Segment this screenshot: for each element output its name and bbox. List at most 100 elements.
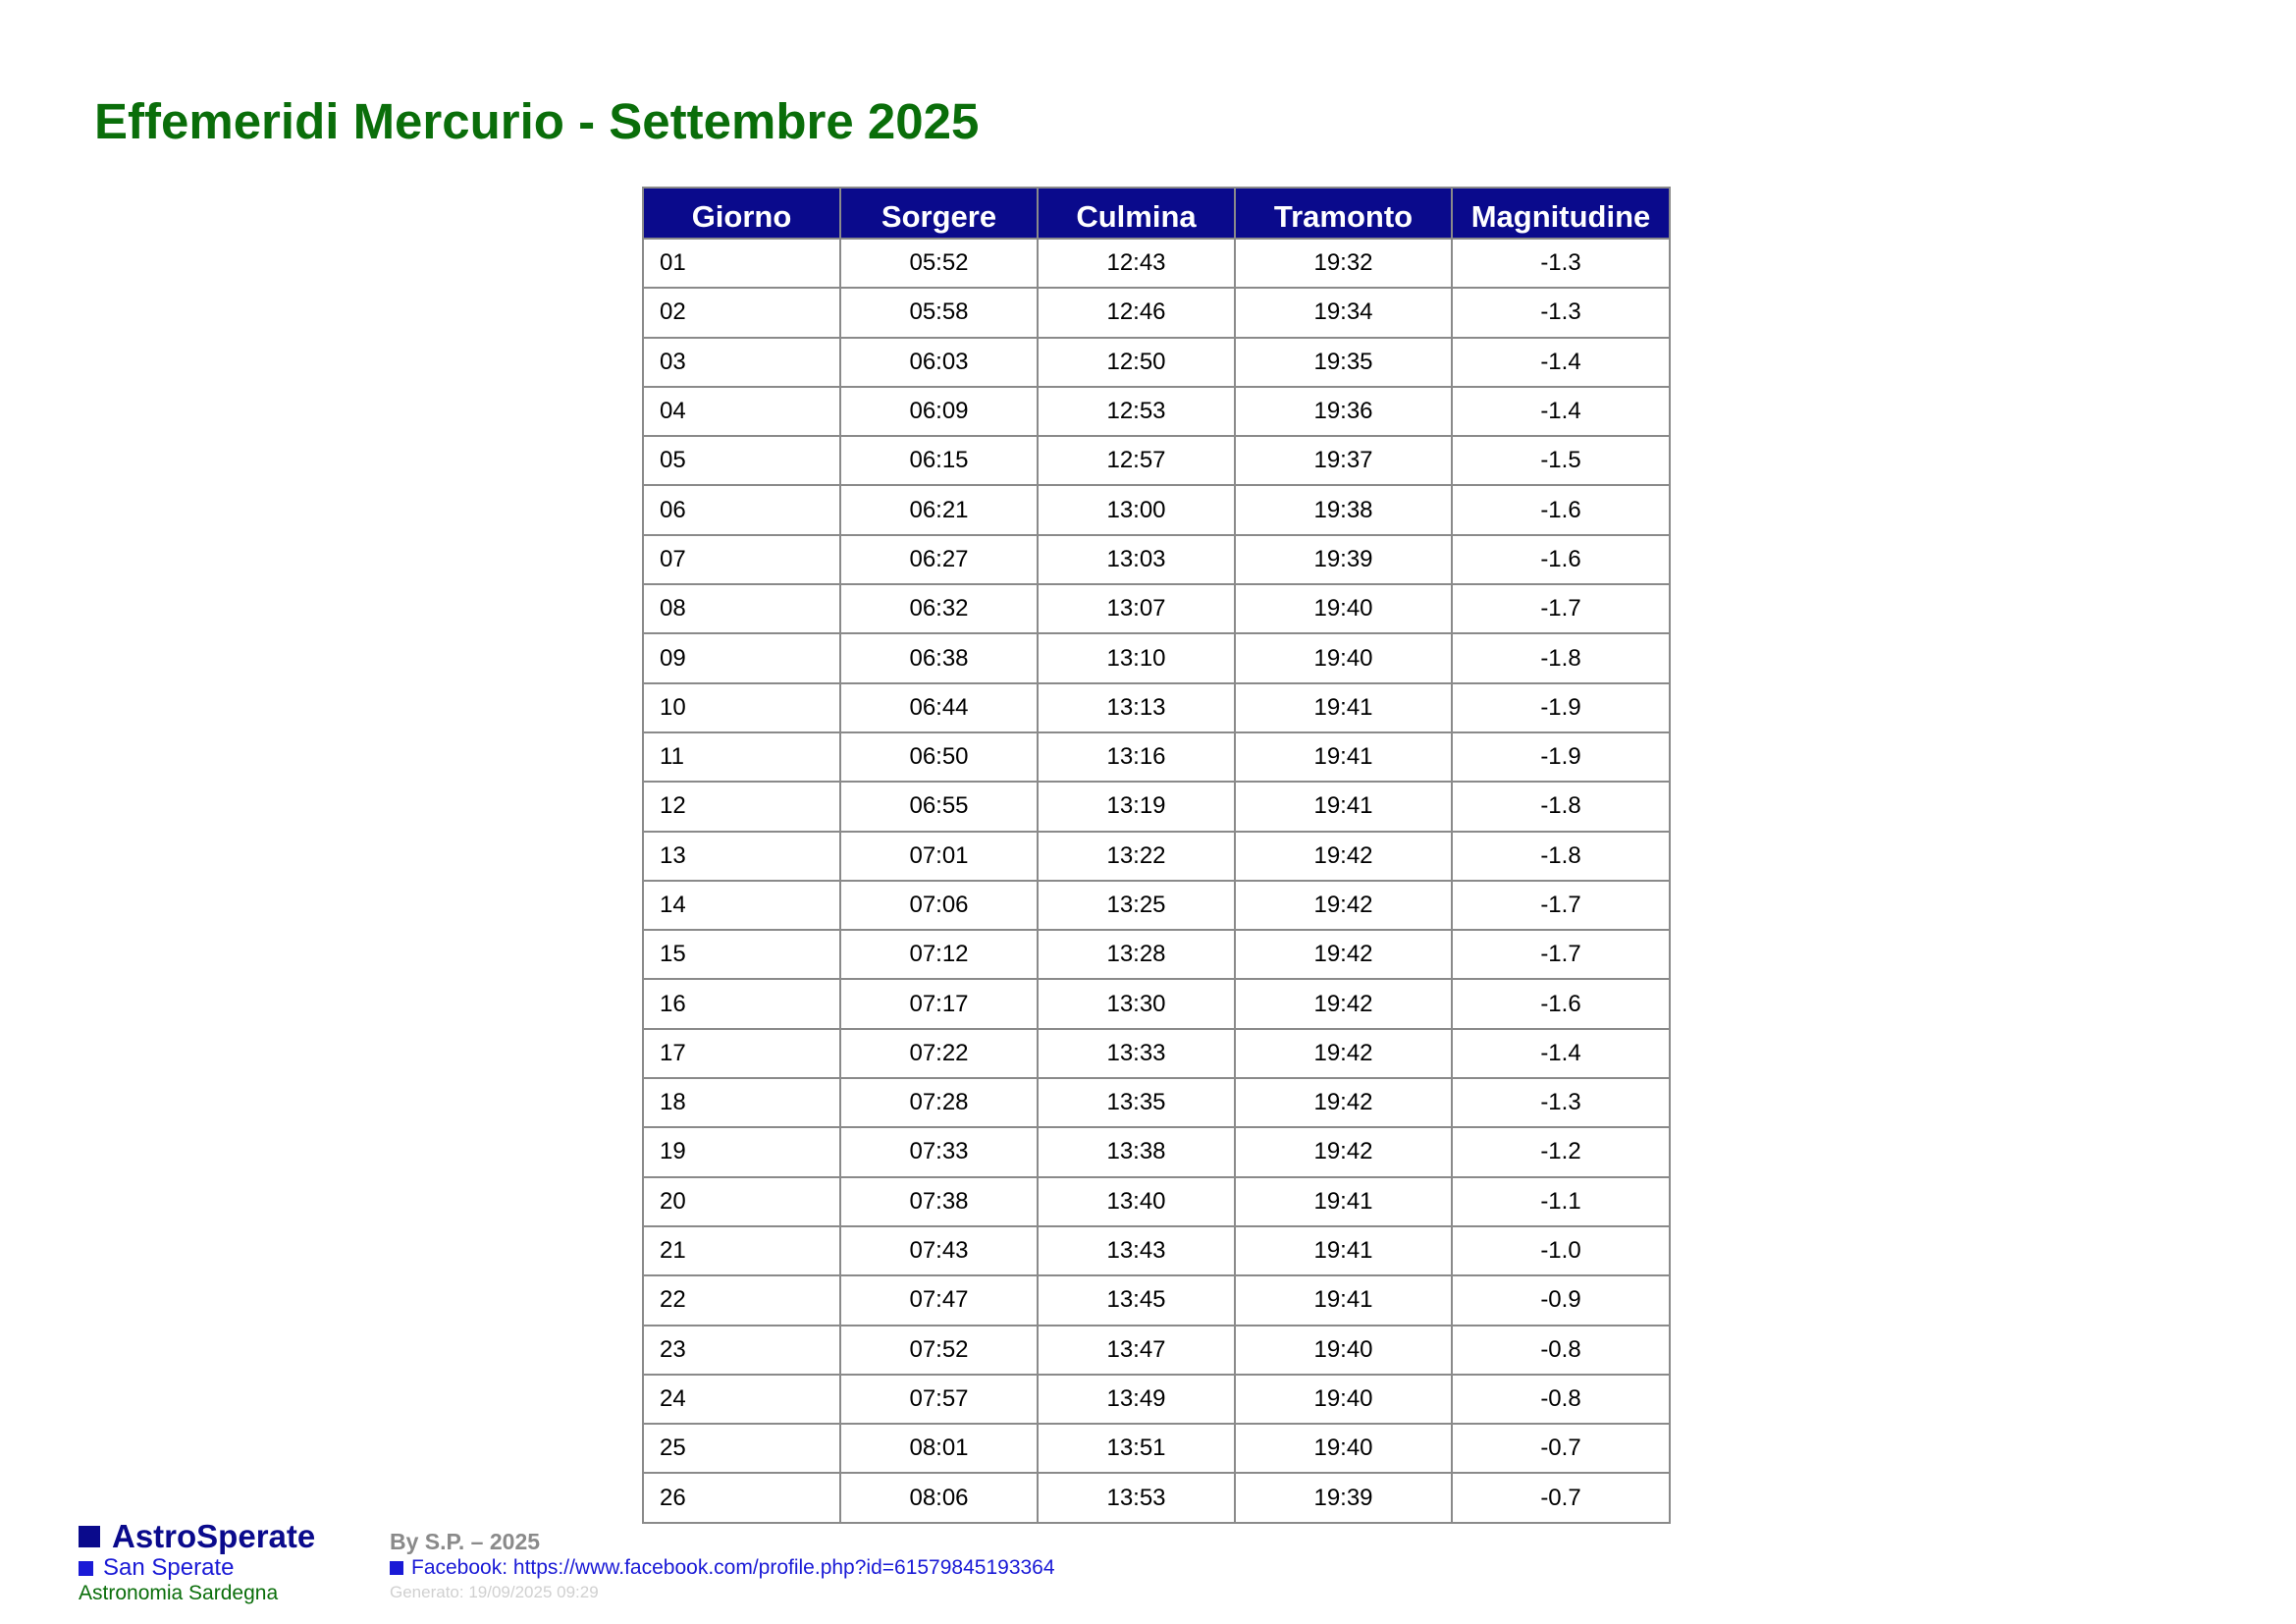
set-cell: 19:42 bbox=[1234, 1077, 1453, 1129]
magnitude-cell: -1.7 bbox=[1451, 583, 1671, 635]
brand-tagline: Astronomia Sardegna bbox=[79, 1582, 279, 1604]
set-cell: 19:41 bbox=[1234, 1274, 1453, 1326]
set-cell: 19:38 bbox=[1234, 484, 1453, 536]
set-cell: 19:41 bbox=[1234, 731, 1453, 784]
day-cell: 18 bbox=[642, 1077, 841, 1129]
rise-cell: 08:01 bbox=[839, 1423, 1039, 1475]
rise-cell: 07:28 bbox=[839, 1077, 1039, 1129]
culmination-cell: 13:10 bbox=[1037, 632, 1236, 684]
table-row: 07 06:27 13:03 19:39 -1.6 bbox=[642, 533, 1671, 586]
rise-cell: 07:52 bbox=[839, 1324, 1039, 1376]
magnitude-cell: -0.9 bbox=[1451, 1274, 1671, 1326]
set-cell: 19:42 bbox=[1234, 1027, 1453, 1080]
rise-cell: 06:44 bbox=[839, 681, 1039, 733]
day-cell: 05 bbox=[642, 435, 841, 487]
magnitude-cell: -1.2 bbox=[1451, 1126, 1671, 1178]
table-row: 01 05:52 12:43 19:32 -1.3 bbox=[642, 237, 1671, 290]
culmination-cell: 12:57 bbox=[1037, 435, 1236, 487]
day-cell: 24 bbox=[642, 1373, 841, 1426]
rise-cell: 07:43 bbox=[839, 1224, 1039, 1277]
magnitude-cell: -1.8 bbox=[1451, 632, 1671, 684]
table-row: 12 06:55 13:19 19:41 -1.8 bbox=[642, 781, 1671, 833]
culmination-cell: 13:47 bbox=[1037, 1324, 1236, 1376]
magnitude-cell: -1.4 bbox=[1451, 1027, 1671, 1080]
rise-cell: 06:03 bbox=[839, 336, 1039, 388]
table-row: 15 07:12 13:28 19:42 -1.7 bbox=[642, 929, 1671, 981]
day-cell: 10 bbox=[642, 681, 841, 733]
magnitude-cell: -1.6 bbox=[1451, 978, 1671, 1030]
table-row: 04 06:09 12:53 19:36 -1.4 bbox=[642, 385, 1671, 438]
set-cell: 19:40 bbox=[1234, 1423, 1453, 1475]
table-row: 18 07:28 13:35 19:42 -1.3 bbox=[642, 1077, 1671, 1129]
ephemeris-table: Giorno Sorgere Culmina Tramonto Magnitud… bbox=[642, 187, 1671, 1524]
table-row: 19 07:33 13:38 19:42 -1.2 bbox=[642, 1126, 1671, 1178]
rise-cell: 07:06 bbox=[839, 879, 1039, 932]
set-cell: 19:40 bbox=[1234, 632, 1453, 684]
magnitude-cell: -1.5 bbox=[1451, 435, 1671, 487]
day-cell: 06 bbox=[642, 484, 841, 536]
location-square-icon bbox=[79, 1560, 93, 1576]
day-cell: 02 bbox=[642, 287, 841, 339]
culmination-cell: 13:00 bbox=[1037, 484, 1236, 536]
magnitude-cell: -1.8 bbox=[1451, 781, 1671, 833]
set-cell: 19:39 bbox=[1234, 1472, 1453, 1524]
table-row: 16 07:17 13:30 19:42 -1.6 bbox=[642, 978, 1671, 1030]
table-row: 14 07:06 13:25 19:42 -1.7 bbox=[642, 879, 1671, 932]
footer-brand: AstroSperate San Sperate Astronomia Sard… bbox=[79, 1518, 315, 1606]
day-cell: 13 bbox=[642, 830, 841, 882]
magnitude-cell: -1.3 bbox=[1451, 237, 1671, 290]
table-row: 20 07:38 13:40 19:41 -1.1 bbox=[642, 1175, 1671, 1227]
day-cell: 21 bbox=[642, 1224, 841, 1277]
day-cell: 14 bbox=[642, 879, 841, 932]
facebook-link-row[interactable]: Facebook: https://www.facebook.com/profi… bbox=[390, 1555, 1055, 1581]
magnitude-cell: -1.9 bbox=[1451, 681, 1671, 733]
day-cell: 19 bbox=[642, 1126, 841, 1178]
page-title: Effemeridi Mercurio - Settembre 2025 bbox=[94, 93, 980, 149]
set-cell: 19:39 bbox=[1234, 533, 1453, 586]
set-cell: 19:42 bbox=[1234, 929, 1453, 981]
set-cell: 19:42 bbox=[1234, 879, 1453, 932]
culmination-cell: 13:33 bbox=[1037, 1027, 1236, 1080]
magnitude-cell: -1.0 bbox=[1451, 1224, 1671, 1277]
facebook-square-icon bbox=[390, 1561, 403, 1575]
magnitude-cell: -1.1 bbox=[1451, 1175, 1671, 1227]
culmination-cell: 13:07 bbox=[1037, 583, 1236, 635]
day-cell: 01 bbox=[642, 237, 841, 290]
day-cell: 15 bbox=[642, 929, 841, 981]
table-row: 10 06:44 13:13 19:41 -1.9 bbox=[642, 681, 1671, 733]
rise-cell: 06:21 bbox=[839, 484, 1039, 536]
rise-cell: 07:17 bbox=[839, 978, 1039, 1030]
credit-author: By S.P. – 2025 bbox=[390, 1529, 541, 1554]
culmination-cell: 12:53 bbox=[1037, 385, 1236, 438]
magnitude-cell: -1.9 bbox=[1451, 731, 1671, 784]
set-cell: 19:37 bbox=[1234, 435, 1453, 487]
set-cell: 19:35 bbox=[1234, 336, 1453, 388]
culmination-cell: 13:49 bbox=[1037, 1373, 1236, 1426]
rise-cell: 08:06 bbox=[839, 1472, 1039, 1524]
set-cell: 19:40 bbox=[1234, 583, 1453, 635]
brand-name: AstroSperate bbox=[112, 1518, 316, 1554]
magnitude-cell: -1.3 bbox=[1451, 1077, 1671, 1129]
rise-cell: 07:12 bbox=[839, 929, 1039, 981]
day-cell: 17 bbox=[642, 1027, 841, 1080]
culmination-cell: 13:28 bbox=[1037, 929, 1236, 981]
magnitude-cell: -1.6 bbox=[1451, 533, 1671, 586]
magnitude-cell: -1.4 bbox=[1451, 336, 1671, 388]
day-cell: 04 bbox=[642, 385, 841, 438]
table-header-row: Giorno Sorgere Culmina Tramonto Magnitud… bbox=[642, 187, 1671, 240]
header-giorno: Giorno bbox=[642, 187, 841, 240]
day-cell: 20 bbox=[642, 1175, 841, 1227]
culmination-cell: 13:13 bbox=[1037, 681, 1236, 733]
set-cell: 19:32 bbox=[1234, 237, 1453, 290]
rise-cell: 05:58 bbox=[839, 287, 1039, 339]
table-row: 17 07:22 13:33 19:42 -1.4 bbox=[642, 1027, 1671, 1080]
facebook-link[interactable]: Facebook: https://www.facebook.com/profi… bbox=[411, 1556, 1055, 1579]
day-cell: 26 bbox=[642, 1472, 841, 1524]
rise-cell: 05:52 bbox=[839, 237, 1039, 290]
table-row: 09 06:38 13:10 19:40 -1.8 bbox=[642, 632, 1671, 684]
culmination-cell: 13:03 bbox=[1037, 533, 1236, 586]
rise-cell: 06:09 bbox=[839, 385, 1039, 438]
table-row: 08 06:32 13:07 19:40 -1.7 bbox=[642, 583, 1671, 635]
set-cell: 19:41 bbox=[1234, 681, 1453, 733]
culmination-cell: 13:22 bbox=[1037, 830, 1236, 882]
